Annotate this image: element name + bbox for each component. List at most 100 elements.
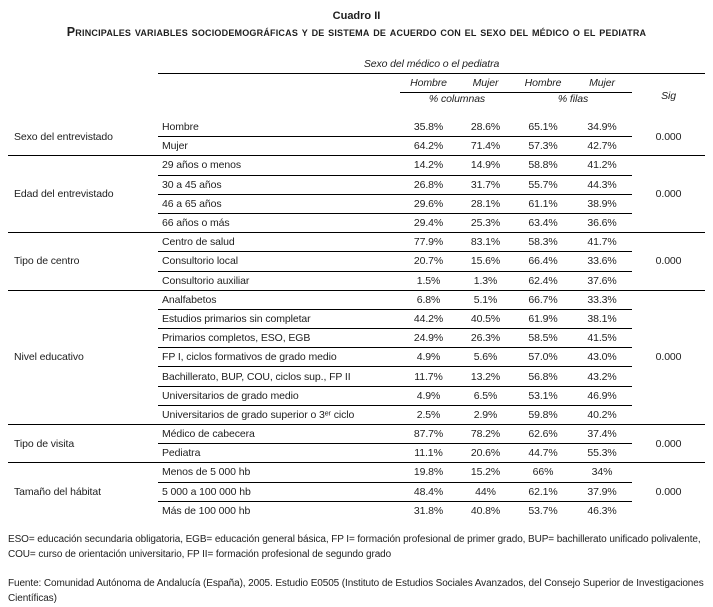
value-cell: 29.4%	[400, 212, 457, 233]
value-cell: 6.8%	[400, 289, 457, 310]
value-cell: 5.6%	[457, 347, 514, 367]
category-label: Universitarios de grado medio	[158, 385, 400, 406]
value-cell: 56.8%	[514, 366, 572, 387]
value-cell: 40.5%	[457, 308, 514, 329]
category-label: Médico de cabecera	[158, 423, 400, 444]
value-cell: 33.3%	[572, 289, 632, 310]
table-row: Sexo del entrevistado Hombre 35.8% 28.6% 65.…	[8, 118, 705, 143]
value-cell: 53.7%	[514, 500, 572, 520]
category-label: Bachillerato, BUP, COU, ciclos sup., FP …	[158, 366, 400, 387]
value-cell: 20.7%	[400, 251, 457, 271]
value-cell: 43.2%	[572, 366, 632, 387]
header-spacer	[8, 74, 400, 93]
category-label: Más de 100 000 hb	[158, 500, 400, 520]
table-row: 66 años o más 29.4% 25.3% 63.4% 36.6%	[8, 212, 705, 233]
table-body: Sexo del entrevistado Hombre 35.8% 28.6% 65.…	[8, 118, 706, 520]
category-label: Pediatra	[158, 443, 400, 463]
variable-label: Tipo de visita	[8, 423, 158, 463]
value-cell: 37.4%	[572, 423, 632, 444]
table-row: Más de 100 000 hb 31.8% 40.8% 53.7% 46.3%	[8, 500, 705, 520]
value-cell: 4.9%	[400, 385, 457, 406]
value-cell: 46.9%	[572, 385, 632, 406]
sig-value: 0.000	[655, 130, 682, 143]
value-cell: 58.3%	[514, 232, 572, 252]
value-cell: 44%	[457, 481, 514, 502]
col-header-hombre-columnas: Hombre	[400, 73, 457, 93]
value-cell: 62.6%	[514, 423, 572, 444]
value-cell: 64.2%	[400, 136, 457, 156]
document-page: Cuadro II Principales variables sociodem…	[8, 10, 706, 604]
category-label: Mujer	[158, 136, 400, 156]
category-label: 66 años o más	[158, 212, 400, 233]
variable-label: Edad del entrevistado	[8, 155, 158, 233]
value-cell: 41.2%	[572, 155, 632, 176]
value-cell: 44.3%	[572, 174, 632, 195]
category-label: Analfabetos	[158, 289, 400, 310]
sig-value: 0.000	[632, 423, 706, 463]
value-cell: 42.7%	[572, 136, 632, 156]
category-label: Estudios primarios sin completar	[158, 308, 400, 329]
table-row: FP I, ciclos formativos de grado medio 4.…	[8, 347, 705, 367]
value-cell: 38.9%	[572, 193, 632, 214]
table-row: Universitarios de grado superior o 3ᵉʳ c…	[8, 404, 705, 425]
value-cell: 66.7%	[514, 289, 572, 310]
category-label: 30 a 45 años	[158, 174, 400, 195]
value-cell: 5.1%	[457, 289, 514, 310]
value-cell: 2.5%	[400, 404, 457, 425]
table-row: Nivel educativo Analfabetos 6.8% 5.1% 66.7% 3…	[8, 289, 706, 425]
variable-label: Nivel educativo	[8, 289, 158, 425]
value-cell: 43.0%	[572, 347, 632, 367]
table-row: Mujer 64.2% 71.4% 57.3% 42.7%	[8, 136, 705, 156]
value-cell: 33.6%	[572, 251, 632, 271]
header-spacer	[8, 93, 400, 119]
value-cell: 57.0%	[514, 347, 572, 367]
col-header-hombre-filas: Hombre	[514, 73, 572, 93]
value-cell: 28.1%	[457, 193, 514, 214]
table-row: 46 a 65 años 29.6% 28.1% 61.1% 38.9%	[8, 193, 705, 214]
value-cell: 35.8%	[413, 121, 444, 134]
value-cell: 31.7%	[457, 174, 514, 195]
value-cell: 48.4%	[400, 481, 457, 502]
value-cell: 55.7%	[514, 174, 572, 195]
variable-label: Sexo del entrevistado	[14, 130, 113, 143]
value-cell: 66%	[514, 462, 572, 483]
table-row: Estudios primarios sin completar 44.2% 40.…	[8, 308, 705, 329]
value-cell: 25.3%	[457, 212, 514, 233]
table-row: 30 a 45 años 26.8% 31.7% 55.7% 44.3%	[8, 174, 705, 195]
table-row: Bachillerato, BUP, COU, ciclos sup., FP …	[8, 366, 705, 387]
column-spanner: Sexo del médico o el pediatra	[158, 58, 706, 74]
subspanner-columnas: % columnas	[428, 93, 486, 105]
value-cell: 78.2%	[457, 423, 514, 444]
table-row: Edad del entrevistado 29 años o menos 14.2…	[8, 155, 706, 233]
category-label: Hombre	[162, 121, 199, 134]
variable-label: Tipo de centro	[8, 232, 158, 291]
value-cell: 15.2%	[457, 462, 514, 483]
value-cell: 38.1%	[572, 308, 632, 329]
value-cell: 26.8%	[400, 174, 457, 195]
value-cell: 19.8%	[400, 462, 457, 483]
table-row: 5 000 a 100 000 hb 48.4% 44% 62.1% 37.9%	[8, 481, 705, 502]
col-header-sig: Sig	[661, 90, 676, 102]
value-cell: 71.4%	[457, 136, 514, 156]
source-note: Fuente: Comunidad Autónoma de Andalucía …	[8, 577, 704, 605]
table-row: Consultorio auxiliar 1.5% 1.3% 62.4% 37.6%	[8, 270, 705, 291]
value-cell: 77.9%	[400, 232, 457, 252]
value-cell: 37.9%	[572, 481, 632, 502]
category-label: 29 años o menos	[158, 155, 400, 176]
table-row: Tipo de visita Médico de cabecera 87.7% 78.…	[8, 423, 706, 463]
table-row: Consultorio local 20.7% 15.6% 66.4% 33.6%	[8, 251, 705, 271]
abbreviations-note: ESO= educación secundaria obligatoria, E…	[8, 533, 701, 561]
value-cell: 63.4%	[514, 212, 572, 233]
value-cell: 61.9%	[514, 308, 572, 329]
value-cell: 24.9%	[400, 328, 457, 348]
variable-label: Tamaño del hábitat	[8, 462, 158, 520]
value-cell: 44.2%	[400, 308, 457, 329]
category-label: 46 a 65 años	[158, 193, 400, 214]
value-cell: 1.5%	[400, 270, 457, 291]
value-cell: 57.3%	[514, 136, 572, 156]
category-label: Consultorio auxiliar	[158, 270, 400, 291]
value-cell: 26.3%	[457, 328, 514, 348]
value-cell: 15.6%	[457, 251, 514, 271]
value-cell: 61.1%	[514, 193, 572, 214]
table-row: Pediatra 11.1% 20.6% 44.7% 55.3%	[8, 443, 705, 463]
